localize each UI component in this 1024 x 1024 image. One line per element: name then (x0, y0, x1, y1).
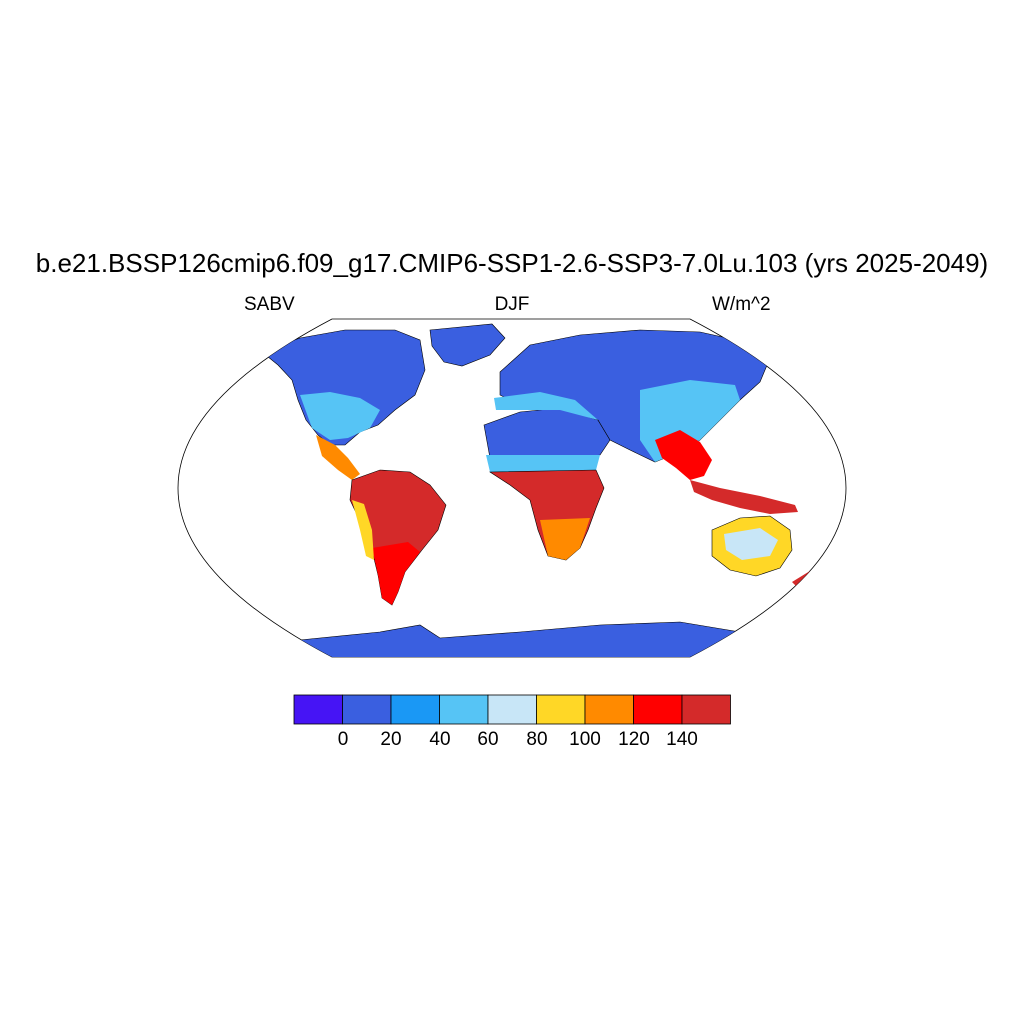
land-layer (261, 323, 822, 657)
africa-south (540, 518, 590, 560)
colorbar-tick-label: 0 (337, 729, 349, 750)
colorbar-tick-label: 40 (429, 729, 451, 750)
colorbar-tick-label: 120 (618, 729, 650, 750)
colorbar-tick-label: 80 (526, 729, 548, 750)
colorbar-tick-label: 20 (380, 729, 402, 750)
colorbar-tick-label: 140 (666, 729, 698, 750)
colorbar-tick-label: 100 (569, 729, 601, 750)
india-se-asia (655, 430, 712, 480)
plot-title: b.e21.BSSP126cmip6.f09_g17.CMIP6-SSP1-2.… (35, 248, 989, 278)
indonesia (690, 480, 798, 514)
north-america (261, 329, 426, 446)
sa-andes (352, 500, 374, 560)
australia-interior (724, 528, 778, 560)
colorbar-tick-label: 60 (477, 729, 499, 750)
europe-light (494, 392, 598, 420)
central-america (316, 435, 360, 480)
season-label: DJF (494, 294, 530, 315)
greenland (429, 323, 506, 367)
units-label: W/m^2 (712, 294, 771, 315)
variable-label: SABV (244, 294, 295, 315)
na-south-band (300, 392, 380, 440)
antarctica (299, 621, 761, 657)
sa-south-band (372, 542, 420, 605)
